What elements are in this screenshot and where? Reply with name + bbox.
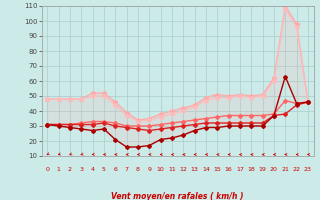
X-axis label: Vent moyen/en rafales ( km/h ): Vent moyen/en rafales ( km/h ) <box>111 192 244 200</box>
